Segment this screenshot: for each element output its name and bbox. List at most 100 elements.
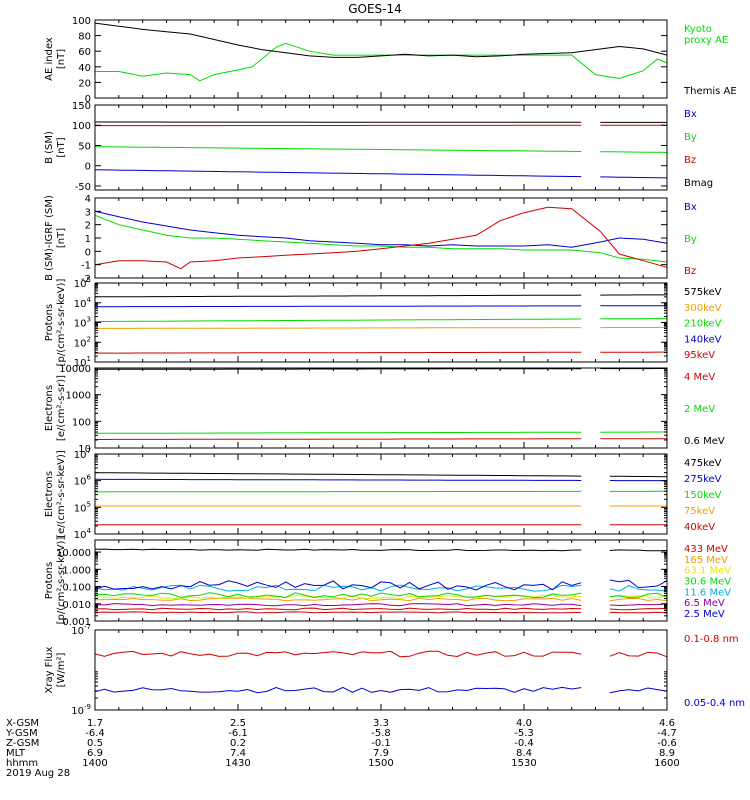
ytick-label: 0.001 (62, 617, 91, 628)
ytick-exponent: 5 (87, 500, 91, 508)
footer-value: 1430 (225, 758, 250, 769)
ytick-exponent: -9 (84, 703, 91, 711)
series-150kev-seg-0 (95, 490, 582, 493)
ytick-exponent: -7 (84, 623, 91, 631)
footer-row-label: hhmm (6, 758, 38, 769)
series-433-mev-seg-0 (94, 607, 582, 611)
legend-3: 210keV (684, 319, 722, 330)
ytick-base: 10 (71, 706, 84, 717)
ytick-label: 10 (78, 444, 91, 455)
ytick-label: 104 (74, 296, 92, 310)
legend-1: Bx (684, 109, 697, 120)
legend-2: 275keV (684, 474, 722, 485)
series-0-1-0-8-nm-seg-0 (94, 650, 582, 658)
panel-2: -50 0 50 100 150 B (SM) [nT] Bx By Bz Bmag (44, 101, 713, 193)
ylabel-line-1: Xray Flux (44, 646, 55, 693)
legend-3: 150keV (684, 490, 722, 501)
legend-5: 40keV (684, 522, 715, 533)
ylabel-line-2: [e/(cm²-s-sr)] (56, 375, 67, 441)
series-trace-8-seg-1 (609, 611, 668, 614)
footer-value: 8.4 (516, 748, 532, 759)
series-by-seg-1 (600, 151, 668, 153)
footer-value: 1530 (511, 758, 536, 769)
footer-value: 8.9 (659, 748, 675, 759)
footer-value: 7.9 (373, 748, 389, 759)
ytick-label: 40 (78, 63, 91, 74)
footer-value: 4.6 (659, 718, 675, 729)
ytick-label: 10.000 (56, 548, 91, 559)
ytick-label: 0 (85, 247, 91, 258)
footer-row-label: X-GSM (6, 718, 39, 729)
ytick-exponent: 4 (87, 296, 92, 304)
legend-4: 140keV (684, 334, 722, 345)
legend-2: 0.05-0.4 nm (684, 698, 745, 709)
footer-value: -0.4 (514, 738, 534, 749)
legend-2: 2 MeV (684, 404, 715, 415)
footer-value: -0.1 (371, 738, 391, 749)
legend-2: By (684, 234, 697, 245)
ylabel-line-1: Electrons (44, 471, 55, 517)
ylabel-line-2: [e/(cm²-s-sr-keV)] (56, 450, 67, 538)
footer-value: -6.1 (228, 728, 248, 739)
footer-row-label: MLT (6, 748, 26, 759)
ylabel-line-1: Protons (44, 304, 55, 341)
ytick-base: 10 (74, 338, 87, 349)
panel-frame (94, 19, 668, 99)
footer-value: 1500 (368, 758, 393, 769)
footer-value: 2.5 (230, 718, 246, 729)
ytick-exponent: 5 (87, 276, 91, 284)
series-11-6-mev-seg-1 (609, 585, 668, 592)
ytick-label: 80 (78, 32, 91, 43)
series-2-5-mev-seg-0 (94, 580, 582, 591)
ytick-base: 10 (74, 279, 87, 290)
ytick-base: 10 (74, 450, 87, 461)
legend-1: 475keV (684, 458, 722, 469)
series-by-seg-0 (94, 214, 668, 263)
ytick-exponent: 6 (87, 474, 92, 482)
legend-1: Kyoto (684, 24, 712, 35)
footer-value: 1600 (654, 758, 679, 769)
legend-3: 63.1 MeV (684, 566, 731, 577)
series-bx-seg-0 (94, 169, 582, 178)
ytick-exponent: 2 (87, 335, 91, 343)
ytick-label: 2 (85, 221, 91, 232)
ytick-label: 4 (85, 194, 91, 205)
footer-value: 1.7 (87, 718, 103, 729)
ytick-label: 20 (78, 78, 91, 89)
ytick-label: 102 (74, 335, 91, 349)
ytick-base: 10 (74, 319, 87, 330)
legend-4: 75keV (684, 506, 715, 517)
ytick-label: 10000 (59, 364, 91, 375)
orbit-footer: X-GSM 1.7 2.5 3.3 4.0 4.6 Y-GSM -6.4 -6.1 -5.8 -5.… (5, 718, 680, 779)
legend-2: 165 MeV (684, 555, 728, 566)
footer-value: 7.4 (230, 748, 246, 759)
series-95kev-seg-0 (95, 351, 582, 354)
ytick-label: 105 (74, 500, 91, 514)
panel-frame (94, 282, 668, 363)
series-30-6-mev-seg-0 (94, 592, 582, 599)
series-11-6-mev-seg-0 (94, 584, 582, 592)
series-275kev-seg-0 (94, 478, 582, 481)
ylabel-line-2: [nT] (56, 137, 67, 157)
ytick-exponent: 7 (87, 447, 91, 455)
footer-value: -6.4 (85, 728, 105, 739)
series-0-05-0-4-nm-seg-0 (94, 686, 582, 694)
footer-row-label: Z-GSM (6, 738, 39, 749)
ylabel-line-2: [nT] (56, 49, 67, 69)
ylabel-line-2: [p/(cm²-s-sr-keV)] (56, 537, 67, 625)
ylabel-line-2: [nT] (56, 228, 67, 248)
panel-frame (94, 453, 668, 535)
legend-7: 2.5 MeV (684, 609, 725, 620)
ytick-label: 0 (85, 162, 91, 173)
series-by-seg-0 (94, 146, 582, 152)
ytick-label: 107 (74, 447, 91, 461)
ytick-label: 104 (74, 527, 92, 541)
legend-2: By (684, 132, 697, 143)
series-2-5-mev-seg-1 (609, 579, 668, 589)
legend-2: Themis AE (683, 86, 737, 97)
